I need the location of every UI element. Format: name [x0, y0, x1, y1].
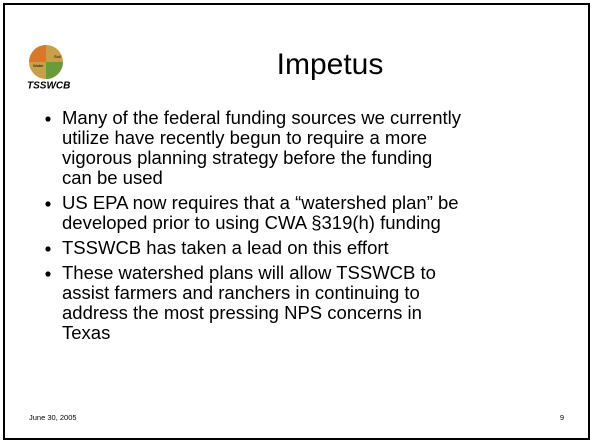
bullet-text: developed prior to using CWA §319(h) fun… — [62, 212, 441, 233]
bullet-text: assist farmers and ranchers in continuin… — [62, 282, 420, 303]
slide-border — [3, 3, 590, 440]
bullet-dot — [45, 246, 51, 252]
logo: Soil Water TSSWCB — [27, 45, 70, 92]
slide-title: Impetus — [277, 48, 384, 81]
bullet-text: Texas — [62, 322, 110, 343]
logo-small-text: Water — [33, 63, 44, 68]
bullet-dot — [45, 271, 51, 277]
bullet-dot — [45, 116, 51, 122]
logo-segment — [46, 62, 63, 79]
bullet-text: Many of the federal funding sources we c… — [62, 107, 462, 128]
bullet-text: utilize have recently begun to require a… — [62, 127, 427, 148]
bullet-text: These watershed plans will allow TSSWCB … — [62, 262, 436, 283]
logo-small-text: Soil — [54, 54, 61, 59]
bullet-text: vigorous planning strategy before the fu… — [62, 147, 432, 168]
bullet-dot — [45, 201, 51, 207]
logo-name: TSSWCB — [27, 81, 70, 92]
logo-segment — [29, 45, 46, 62]
bullet-text: TSSWCB has taken a lead on this effort — [62, 237, 389, 258]
bullet-text: can be used — [62, 167, 163, 188]
page-number: 9 — [560, 413, 564, 422]
bullet-text: US EPA now requires that a “watershed pl… — [62, 192, 459, 213]
footer-date: June 30, 2005 — [29, 413, 77, 422]
bullet-text: address the most pressing NPS concerns i… — [62, 302, 422, 323]
